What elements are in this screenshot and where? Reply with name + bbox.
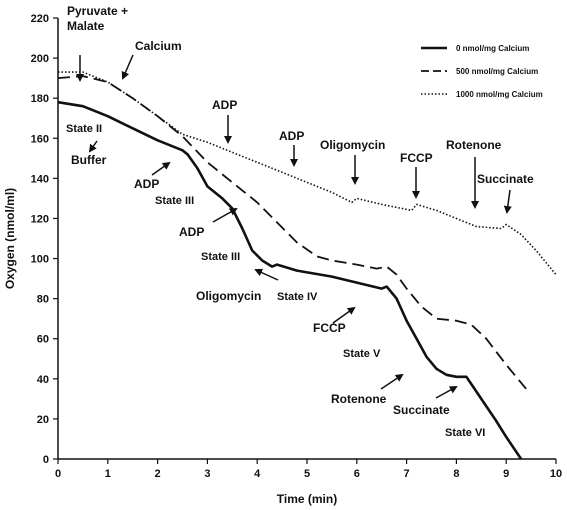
y-tick-label: 0 bbox=[43, 454, 49, 466]
annotation-arrow bbox=[151, 161, 171, 176]
annotation-arrow bbox=[88, 140, 98, 153]
annotation-label: Oligomycin bbox=[196, 289, 261, 303]
y-tick-label: 220 bbox=[31, 13, 49, 25]
legend-label: 1000 nmol/mg Calcium bbox=[456, 90, 543, 99]
state-label: State II bbox=[66, 123, 102, 135]
annotation-arrow bbox=[332, 306, 356, 324]
legend: 0 nmol/mg Calcium 500 nmol/mg Calcium 1000… bbox=[421, 44, 543, 99]
state-label: State III bbox=[201, 251, 240, 263]
annotation-label: ADP bbox=[134, 177, 159, 191]
state-label: State IV bbox=[277, 291, 318, 303]
annotation-label: FCCP bbox=[400, 151, 433, 165]
annotation-label: Rotenone bbox=[331, 392, 387, 406]
x-tick-label: 2 bbox=[155, 468, 161, 480]
x-axis-label: Time (min) bbox=[277, 492, 337, 506]
series-line-0 bbox=[57, 100, 523, 460]
annotation-label: FCCP bbox=[313, 321, 346, 335]
state-label: State III bbox=[155, 195, 194, 207]
annotation-arrow bbox=[503, 189, 512, 214]
annotation-arrow bbox=[435, 386, 458, 399]
x-tick-label: 4 bbox=[254, 468, 261, 480]
y-tick-label: 40 bbox=[37, 374, 49, 386]
annotation-arrow bbox=[212, 208, 238, 223]
x-tick-label: 3 bbox=[204, 468, 210, 480]
x-tick-label: 1 bbox=[105, 468, 111, 480]
annotation-label: ADP bbox=[179, 225, 204, 239]
annotation-label: Pyruvate + bbox=[67, 4, 128, 18]
state-label: State V bbox=[343, 348, 381, 360]
annotation-arrow bbox=[380, 373, 404, 390]
axes: 0 20 40 60 80 100 120 140 160 180 200 220 0 1 2 3 4 5 6 7 8 9… bbox=[3, 13, 562, 506]
legend-label: 500 nmol/mg Calcium bbox=[456, 67, 538, 76]
x-tick-label: 7 bbox=[404, 468, 410, 480]
x-tick-label: 10 bbox=[550, 468, 562, 480]
annotation-label: Calcium bbox=[135, 39, 182, 53]
y-tick-label: 160 bbox=[31, 133, 49, 145]
annotation-label: Rotenone bbox=[446, 138, 502, 152]
series-line-1 bbox=[57, 75, 527, 390]
series-group bbox=[57, 71, 557, 460]
y-tick-label: 60 bbox=[37, 334, 49, 346]
annotation-label: ADP bbox=[279, 129, 304, 143]
y-tick-label: 120 bbox=[31, 213, 49, 225]
series-line-2 bbox=[58, 71, 557, 276]
x-tick-label: 9 bbox=[503, 468, 509, 480]
y-tick-label: 80 bbox=[37, 294, 49, 306]
annotation-label: ADP bbox=[212, 98, 237, 112]
y-axis-label: Oxygen (nmol/ml) bbox=[3, 188, 17, 289]
y-tick-label: 20 bbox=[37, 414, 49, 426]
annotations: Pyruvate +Malate Calcium ADP ADP Oligomycin F… bbox=[66, 4, 534, 439]
x-tick-label: 0 bbox=[55, 468, 61, 480]
legend-label: 0 nmol/mg Calcium bbox=[456, 44, 529, 53]
annotation-label: Malate bbox=[67, 19, 105, 33]
x-tick-label: 8 bbox=[453, 468, 459, 480]
state-label: State VI bbox=[445, 427, 485, 439]
annotation-label: Oligomycin bbox=[320, 138, 385, 152]
annotation-arrow bbox=[121, 54, 134, 80]
y-tick-label: 100 bbox=[31, 254, 49, 266]
y-tick-label: 180 bbox=[31, 93, 49, 105]
annotation-label: Buffer bbox=[71, 153, 107, 167]
y-tick-label: 140 bbox=[31, 173, 49, 185]
annotation-label: Succinate bbox=[477, 172, 534, 186]
x-tick-label: 6 bbox=[354, 468, 360, 480]
x-tick-label: 5 bbox=[304, 468, 310, 480]
annotation-label: Succinate bbox=[393, 403, 450, 417]
y-tick-label: 200 bbox=[31, 53, 49, 65]
annotation-arrow bbox=[254, 268, 279, 281]
